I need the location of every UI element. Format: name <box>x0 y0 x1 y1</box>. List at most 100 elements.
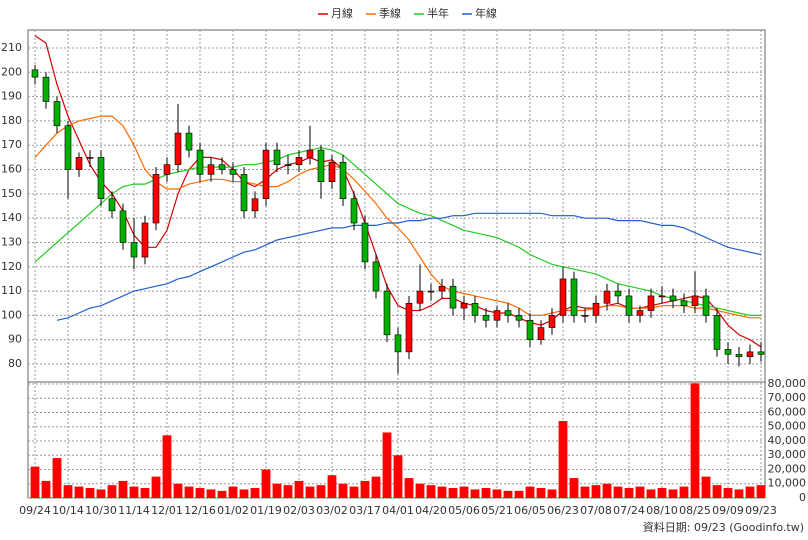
candle-body <box>405 302 413 353</box>
candle-body <box>361 222 369 263</box>
candle-body <box>416 290 424 304</box>
volume-bar <box>404 478 414 498</box>
volume-bar <box>305 486 315 498</box>
x-tick-label: 06/23 <box>547 504 579 517</box>
volume-bar <box>492 489 502 498</box>
candle-body <box>625 295 633 316</box>
x-tick-label: 05/21 <box>481 504 513 517</box>
volume-tick-label: 10,000 <box>768 477 807 490</box>
volume-bar <box>327 475 337 498</box>
volume-bar <box>635 486 645 498</box>
y-tick-label: 150 <box>1 187 22 200</box>
volume-tick-label: 60,000 <box>768 405 807 418</box>
volume-bar <box>63 485 73 498</box>
legend-label: 月線 <box>331 6 353 20</box>
volume-tick-label: 80,000 <box>768 377 807 390</box>
volume-bar <box>448 488 458 498</box>
candle-body <box>669 295 677 302</box>
x-tick-label: 12/01 <box>151 504 183 517</box>
volume-tick-label: 30,000 <box>768 448 807 461</box>
candle-body <box>559 278 567 316</box>
volume-bar <box>96 489 106 498</box>
x-tick-label: 03/02 <box>316 504 348 517</box>
candle-body <box>64 125 72 170</box>
volume-tick-label: 50,000 <box>768 420 807 433</box>
volume-bar <box>547 489 557 498</box>
candle-body <box>174 132 182 165</box>
candle-body <box>42 76 50 102</box>
volume-bar <box>536 488 546 498</box>
candle-body <box>328 161 336 182</box>
x-tick-label: 11/14 <box>118 504 150 517</box>
volume-bar <box>701 476 711 498</box>
volume-bar <box>151 476 161 498</box>
volume-bar <box>503 490 513 498</box>
x-tick-label: 10/14 <box>52 504 84 517</box>
volume-bar <box>514 490 524 498</box>
candle-body <box>757 351 765 355</box>
candle-body <box>295 157 303 165</box>
candle-body <box>570 278 578 316</box>
candle-body <box>141 222 149 258</box>
volume-bar <box>283 485 293 498</box>
x-tick-label: 03/17 <box>349 504 381 517</box>
volume-bar <box>437 486 447 498</box>
candle-body <box>603 290 611 304</box>
volume-bar <box>140 488 150 498</box>
candle-body <box>724 349 732 355</box>
volume-bar <box>239 489 249 498</box>
volume-bar <box>525 486 535 498</box>
candle-body <box>339 161 347 200</box>
ma-line <box>56 212 762 321</box>
candle-body <box>548 315 556 328</box>
candle-body <box>394 334 402 353</box>
volume-bar <box>217 490 227 498</box>
volume-bar <box>107 485 117 498</box>
volume-bar <box>195 488 205 498</box>
legend-label: 半年 <box>427 6 449 20</box>
volume-bar <box>481 488 491 498</box>
x-tick-label: 06/05 <box>514 504 546 517</box>
volume-bar <box>74 486 84 498</box>
volume-bar <box>52 458 62 498</box>
x-tick-label: 09/23 <box>745 504 777 517</box>
x-tick-label: 01/02 <box>217 504 249 517</box>
candle-body <box>152 174 160 224</box>
y-tick-label: 170 <box>1 138 22 151</box>
candle-body <box>537 327 545 341</box>
volume-bar <box>745 486 755 498</box>
y-tick-label: 120 <box>1 260 22 273</box>
legend-label: 年線 <box>475 6 497 20</box>
volume-bar <box>569 478 579 498</box>
candle-body <box>482 315 490 321</box>
volume-bar <box>250 488 260 498</box>
volume-tick-label: 40,000 <box>768 434 807 447</box>
x-tick-label: 04/01 <box>382 504 414 517</box>
volume-bar <box>668 489 678 498</box>
volume-bar <box>470 489 480 498</box>
candle-body <box>350 198 358 224</box>
y-tick-label: 100 <box>1 308 22 321</box>
volume-bar <box>85 488 95 498</box>
volume-bar <box>349 486 359 498</box>
volume-bar <box>734 489 744 498</box>
candle-body <box>240 174 248 212</box>
volume-bar <box>129 486 139 498</box>
x-tick-label: 01/19 <box>250 504 282 517</box>
y-tick-label: 130 <box>1 235 22 248</box>
volume-bar <box>118 480 128 498</box>
candle-body <box>581 315 589 317</box>
volume-tick-label: 20,000 <box>768 462 807 475</box>
candle-body <box>438 285 446 292</box>
candle-body <box>504 310 512 316</box>
candle-body <box>284 164 292 166</box>
candle-body <box>449 285 457 309</box>
candle-body <box>31 69 39 78</box>
candle-body <box>53 101 61 127</box>
y-tick-label: 200 <box>1 65 22 78</box>
volume-bar <box>580 486 590 498</box>
volume-bar <box>162 435 172 498</box>
x-tick-label: 08/10 <box>646 504 678 517</box>
x-tick-label: 09/09 <box>712 504 744 517</box>
volume-bar <box>558 421 568 498</box>
